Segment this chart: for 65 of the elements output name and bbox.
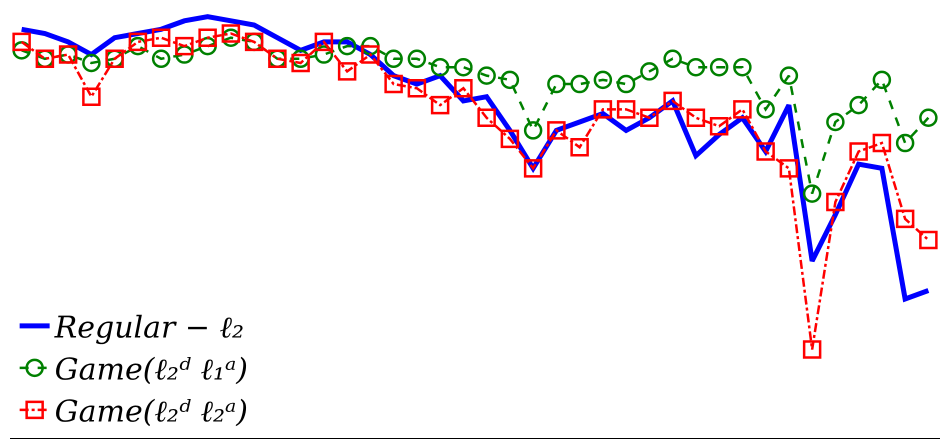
point — [477, 108, 496, 128]
point — [733, 58, 752, 76]
point — [780, 159, 798, 178]
point — [710, 58, 728, 76]
point — [919, 230, 938, 250]
point — [175, 36, 194, 56]
point — [570, 74, 589, 94]
point — [152, 50, 170, 68]
point — [919, 108, 938, 128]
point — [314, 32, 334, 52]
point — [594, 70, 612, 90]
point — [222, 24, 240, 43]
point — [547, 121, 566, 140]
point — [384, 74, 403, 94]
point — [500, 130, 520, 148]
point — [896, 134, 914, 152]
point — [430, 58, 450, 76]
point — [640, 62, 659, 81]
point — [82, 87, 101, 106]
point — [198, 28, 217, 47]
point — [152, 28, 170, 47]
point — [128, 32, 148, 52]
legend-label: Game(ℓ₂ᵈ ℓ₂ᵃ) — [54, 394, 248, 430]
point — [524, 159, 542, 178]
point — [12, 32, 31, 52]
point — [454, 79, 473, 98]
point — [849, 142, 868, 161]
legend-label: Game(ℓ₂ᵈ ℓ₁ᵃ) — [54, 352, 248, 388]
point — [570, 138, 589, 157]
point — [849, 96, 868, 114]
point — [82, 54, 101, 72]
point — [338, 36, 356, 56]
point — [524, 121, 542, 140]
point — [802, 184, 822, 203]
point — [872, 134, 892, 152]
point — [896, 210, 914, 228]
point — [338, 62, 356, 81]
point — [826, 192, 845, 212]
point — [710, 116, 728, 136]
point — [663, 92, 682, 110]
point — [802, 340, 822, 359]
point — [616, 100, 636, 119]
point — [640, 108, 659, 128]
point — [616, 74, 636, 94]
point — [594, 100, 612, 119]
point — [663, 50, 682, 68]
point — [291, 54, 310, 72]
point — [477, 66, 496, 85]
point — [500, 70, 520, 90]
point — [408, 79, 426, 98]
point — [686, 58, 706, 76]
point — [872, 70, 892, 90]
point — [756, 142, 775, 161]
point — [780, 66, 798, 85]
point — [408, 50, 426, 68]
point — [826, 112, 845, 132]
point — [454, 58, 473, 76]
point — [547, 74, 566, 94]
point — [361, 45, 380, 64]
point — [430, 96, 450, 114]
legend-label: Regular − ℓ₂ — [54, 310, 244, 346]
point — [733, 100, 752, 119]
point — [756, 100, 775, 119]
point — [686, 108, 706, 128]
point — [384, 50, 403, 68]
